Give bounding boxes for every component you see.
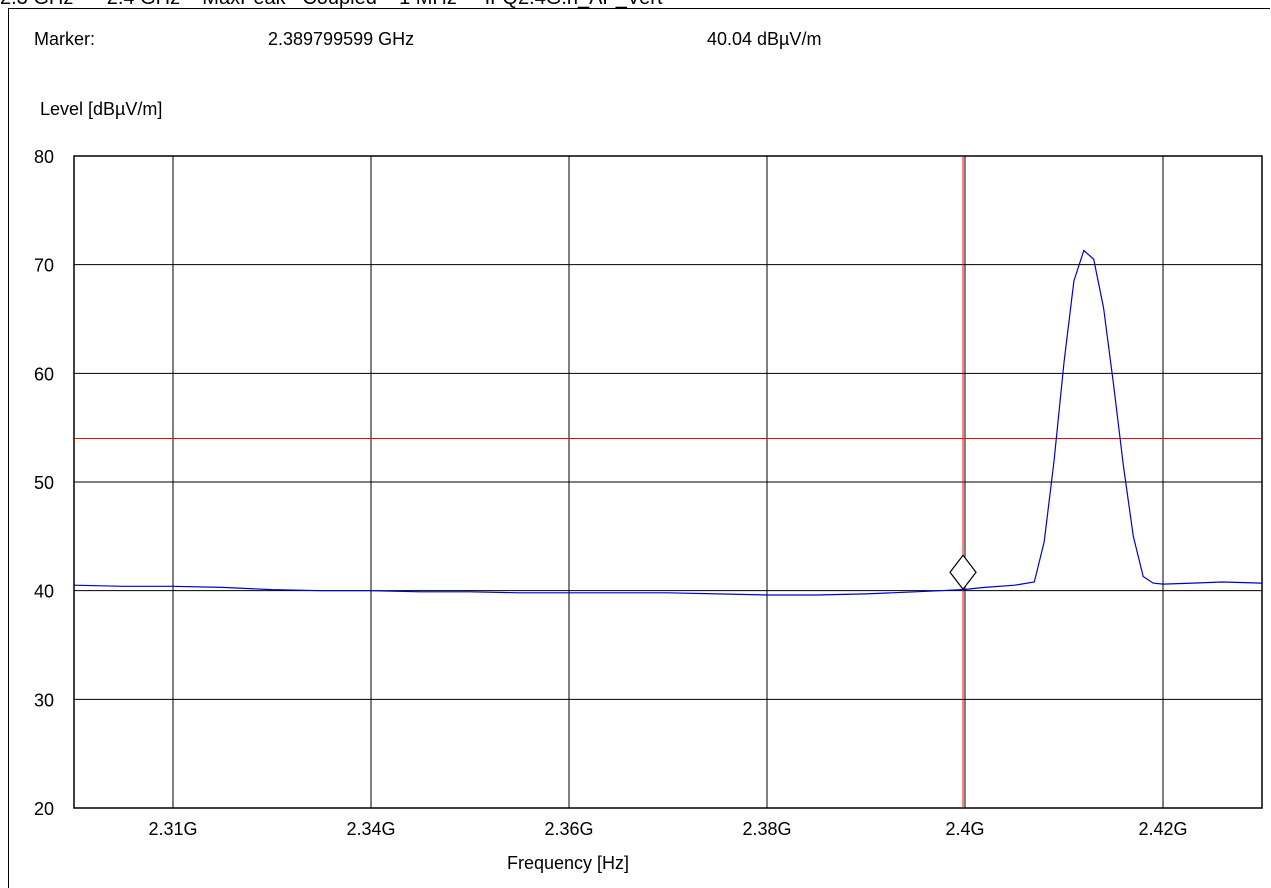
x-tick-label: 2.31G: [148, 819, 197, 839]
y-tick-label: 50: [34, 473, 54, 493]
y-tick-label: 70: [34, 256, 54, 276]
x-tick-label: 2.38G: [742, 819, 791, 839]
y-tick-label: 80: [34, 147, 54, 167]
y-tick-label: 40: [34, 582, 54, 602]
series-line: [73, 249, 1263, 596]
plot-area-border: [73, 155, 1263, 809]
x-tick-label: 2.34G: [346, 819, 395, 839]
marker-frequency: 2.389799599 GHz: [268, 29, 415, 49]
chart-header-title: 2.3 GHz – 2.4 GHz MaxPeak Coupled 1 MHz …: [0, 0, 1100, 10]
marker-diamond: [949, 554, 977, 591]
marker-label: Marker:: [34, 29, 96, 49]
chart-frame: [8, 8, 1270, 888]
y-tick-label: 20: [34, 799, 54, 819]
x-tick-label: 2.42G: [1138, 819, 1187, 839]
y-tick-label: 60: [34, 364, 54, 384]
y-axis-label: Level [dBµV/m]: [40, 99, 162, 119]
y-tick-label: 30: [34, 690, 54, 710]
x-axis-label: Frequency [Hz]: [507, 853, 629, 873]
marker-level: 40.04 dBµV/m: [707, 29, 822, 49]
x-tick-label: 2.4G: [945, 819, 984, 839]
x-tick-label: 2.36G: [544, 819, 593, 839]
